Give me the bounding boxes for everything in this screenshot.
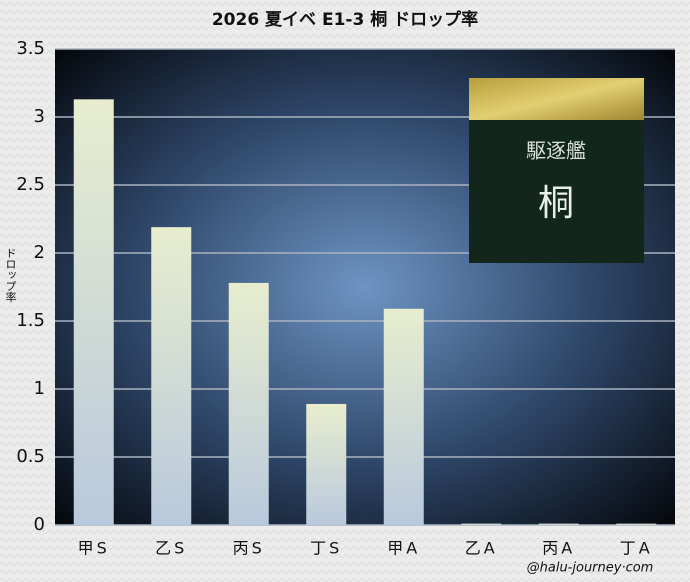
x-tick-label: 乙A bbox=[465, 539, 498, 558]
inset-label: 駆逐艦 bbox=[526, 139, 586, 163]
x-tick-label: 丁S bbox=[310, 539, 342, 558]
y-tick-label: 2 bbox=[34, 242, 45, 263]
x-tick-label: 甲A bbox=[387, 539, 420, 558]
y-tick-label: 2.5 bbox=[16, 174, 45, 195]
x-tick-label: 丁A bbox=[620, 539, 653, 558]
bar bbox=[73, 99, 114, 525]
y-tick-label: 0 bbox=[34, 514, 45, 535]
inset-name: 桐 bbox=[538, 183, 574, 224]
y-tick-label: 1.5 bbox=[16, 310, 45, 331]
bar bbox=[151, 227, 192, 525]
bar bbox=[538, 523, 579, 525]
x-tick-label: 甲S bbox=[78, 539, 110, 558]
bar bbox=[228, 282, 269, 525]
bar bbox=[616, 523, 657, 525]
bar bbox=[383, 308, 424, 525]
watermark: @halu-journey·com bbox=[527, 561, 654, 576]
x-tick-label: 丙S bbox=[233, 539, 265, 558]
x-tick-label: 乙S bbox=[155, 539, 187, 558]
bar bbox=[461, 523, 502, 525]
y-tick-label: 3.5 bbox=[16, 38, 45, 59]
x-tick-label: 丙A bbox=[542, 539, 575, 558]
y-axis-label: ドロップ率 bbox=[4, 248, 17, 304]
y-tick-label: 1 bbox=[34, 378, 45, 399]
bar bbox=[306, 403, 347, 525]
inset-card: 駆逐艦 桐 bbox=[469, 78, 644, 263]
inset-band bbox=[469, 78, 644, 120]
y-tick-label: 3 bbox=[34, 106, 45, 127]
y-tick-label: 0.5 bbox=[16, 446, 45, 467]
chart-title: 2026 夏イベ E1-3 桐 ドロップ率 bbox=[212, 9, 478, 30]
